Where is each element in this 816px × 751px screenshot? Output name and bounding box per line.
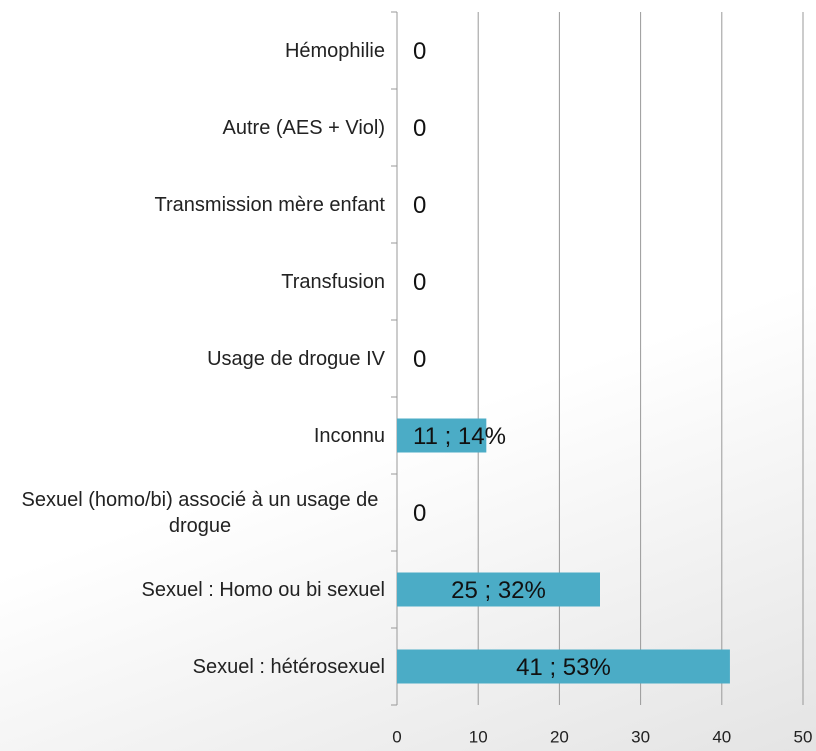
y-tick-label: Inconnu — [313, 424, 385, 447]
data-label: 25 ; 32% — [451, 577, 546, 604]
x-tick-label: 50 — [794, 727, 813, 746]
y-tick-label: Autre (AES + Viol) — [222, 116, 385, 139]
x-tick-label: 20 — [550, 727, 569, 746]
data-label: 0 — [413, 38, 426, 65]
data-label: 0 — [413, 346, 426, 373]
x-tick-label: 30 — [631, 727, 650, 746]
y-tick-label: Transfusion — [281, 270, 385, 293]
y-tick-label: Transmission mère enfant — [154, 193, 385, 216]
x-tick-label: 0 — [392, 727, 401, 746]
y-tick-label: Sexuel (homo/bi) associé à un usage de d… — [21, 488, 379, 537]
x-tick-label: 40 — [712, 727, 731, 746]
data-label: 0 — [413, 192, 426, 219]
y-tick-label: Sexuel : hétérosexuel — [192, 655, 385, 678]
y-tick-label: Hémophilie — [284, 39, 385, 62]
y-tick-label: Sexuel : Homo ou bi sexuel — [141, 578, 385, 601]
x-tick-label: 10 — [469, 727, 488, 746]
bar — [397, 418, 487, 453]
data-label: 0 — [413, 500, 426, 527]
data-label: 0 — [413, 269, 426, 296]
y-tick-label: Usage de drogue IV — [207, 347, 385, 370]
data-label: 41 ; 53% — [516, 654, 611, 681]
bar — [397, 572, 600, 607]
bar — [397, 649, 730, 684]
data-label: 0 — [413, 115, 426, 142]
data-label: 11 ; 14% — [413, 423, 506, 450]
